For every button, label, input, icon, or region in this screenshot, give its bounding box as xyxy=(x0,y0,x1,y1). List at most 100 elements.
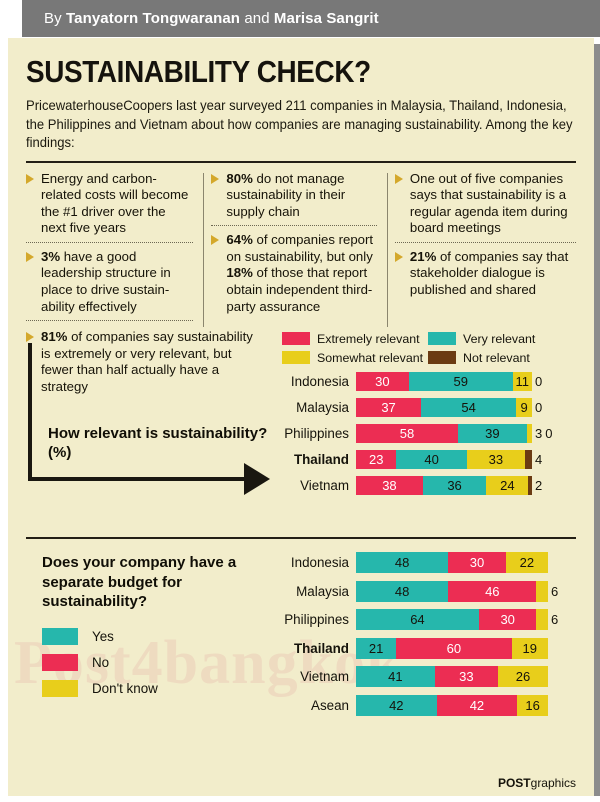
legend-swatch-icon xyxy=(42,628,78,646)
bar-segment: 19 xyxy=(511,637,548,659)
findings-column-3: One out of five companies says that sust… xyxy=(394,171,576,328)
chart-row: Malaysia 48 46 6 xyxy=(276,579,576,604)
chart-row-label: Vietnam xyxy=(300,478,349,494)
triangle-bullet-icon xyxy=(26,251,34,262)
bullet-item: 81% of companies say sustainability is e… xyxy=(26,329,266,395)
chart-row: Vietnam 38 36 24 2 xyxy=(276,474,576,497)
bar-segment: 26 xyxy=(498,666,548,688)
legend-swatch-icon xyxy=(282,351,310,365)
bar-value-outside: 0 xyxy=(545,426,553,442)
dotted-divider xyxy=(394,241,576,243)
column-divider xyxy=(203,172,205,328)
chart-row-label: Thailand xyxy=(293,640,349,656)
stacked-bar: 58 39 xyxy=(356,424,532,444)
chart-row: Thailand 21 60 19 xyxy=(276,636,576,661)
chart-row: Thailand 23 40 33 4 xyxy=(276,448,576,471)
chart-1-question: How relevant is sustainability? (%) xyxy=(48,424,268,461)
chart-row: Asean 42 42 16 xyxy=(276,693,576,718)
bar-value-outside: 3 xyxy=(534,426,543,442)
bar-segment xyxy=(524,450,532,470)
legend-label: Extremely relevant xyxy=(317,331,420,346)
bar-segment: 30 xyxy=(356,372,409,392)
legend-item: Somewhat relevant xyxy=(282,348,428,367)
divider-mid xyxy=(26,537,576,540)
stacked-bar: 38 36 24 xyxy=(356,476,532,496)
bar-segment xyxy=(528,476,532,496)
bar-segment: 16 xyxy=(517,694,548,716)
stacked-bar: 41 33 26 xyxy=(356,666,548,688)
bar-segment: 37 xyxy=(356,398,422,418)
bar-segment: 33 xyxy=(434,666,499,688)
bar-segment: 23 xyxy=(356,450,397,470)
legend-label: No xyxy=(92,655,110,671)
stacked-bar: 37 54 9 xyxy=(356,398,532,418)
dotted-divider xyxy=(26,241,194,243)
footer-brand-bold: POST xyxy=(497,776,531,790)
bullet-text: do not manage sustainability in their su… xyxy=(226,170,346,219)
infographic-card: Post4bangkok SUSTAINABILITY CHECK? Price… xyxy=(8,38,594,796)
stacked-bar: 21 60 19 xyxy=(356,637,548,659)
triangle-bullet-icon xyxy=(394,251,403,262)
bar-segment: 9 xyxy=(516,398,532,418)
byline-author-1: Tanyatorn Tongwaranan xyxy=(65,10,241,27)
bar-segment: 59 xyxy=(408,372,513,392)
bottom-edge xyxy=(0,796,600,802)
bullet-item: Energy and carbon-related costs will bec… xyxy=(26,171,193,237)
chart-2-legend: Yes No Don't know xyxy=(42,624,282,702)
bullet-lead-stat: 81% xyxy=(41,329,68,345)
bar-segment: 42 xyxy=(356,694,437,716)
legend-item: No xyxy=(42,650,282,676)
chart-2-rows: Indonesia 48 30 22 Malaysia 48 46 6 Philippines 6… xyxy=(276,550,576,718)
bar-value-outside: 2 xyxy=(534,478,543,494)
bullet-lead-stat: 21% xyxy=(409,248,437,264)
findings-column-2: 80% do not manage sustainability in thei… xyxy=(211,171,387,328)
triangle-bullet-icon xyxy=(211,235,220,246)
chart-row: Malaysia 37 54 9 0 xyxy=(276,396,576,419)
bullet-item: 3% have a good leadership structure in p… xyxy=(26,249,193,315)
bar-segment: 38 xyxy=(356,476,423,496)
chart-row: Philippines 64 30 6 xyxy=(276,607,576,632)
bar-segment: 24 xyxy=(486,476,529,496)
footer-branding: POSTgraphics xyxy=(498,776,576,790)
byline-bar: By Tanyatorn Tongwaranan and Marisa Sang… xyxy=(22,0,600,37)
footer-brand-rest: graphics xyxy=(530,776,576,790)
bar-segment: 42 xyxy=(436,694,518,716)
legend-label: Not relevant xyxy=(463,350,530,365)
bar-segment: 30 xyxy=(478,609,537,631)
divider-top xyxy=(26,160,576,163)
bar-segment: 40 xyxy=(396,450,467,470)
legend-label: Somewhat relevant xyxy=(317,350,424,365)
stacked-bar: 42 42 16 xyxy=(356,694,548,716)
legend-swatch-icon xyxy=(42,654,78,672)
bar-segment: 48 xyxy=(356,552,449,574)
chart-2: Indonesia 48 30 22 Malaysia 48 46 6 Philippines 6… xyxy=(276,547,576,721)
dotted-divider xyxy=(26,320,194,322)
legend-label: Yes xyxy=(92,629,114,645)
bullet-text-2: of those that report obtain independent … xyxy=(226,265,373,314)
chart-row-label: Philippines xyxy=(284,426,349,442)
bullet-lead-stat-2: 18% xyxy=(226,265,253,281)
bar-segment: 46 xyxy=(448,580,537,602)
byline-text: By Tanyatorn Tongwaranan and Marisa Sang… xyxy=(22,10,379,27)
legend-item: Not relevant xyxy=(428,348,574,367)
stacked-bar: 48 46 xyxy=(356,580,548,602)
bar-value-outside: 4 xyxy=(534,452,543,468)
bar-segment xyxy=(526,424,532,444)
chart-row-label: Vietnam xyxy=(300,669,349,685)
triangle-bullet-icon xyxy=(211,173,220,184)
bullet-lead-stat: 64% xyxy=(226,232,253,248)
bar-segment: 48 xyxy=(356,580,449,602)
legend-item: Don't know xyxy=(42,676,282,702)
chart-row: Vietnam 41 33 26 xyxy=(276,664,576,689)
chart-row: Philippines 58 39 3 0 xyxy=(276,422,576,445)
legend-swatch-icon xyxy=(428,332,456,346)
bar-segment: 58 xyxy=(356,424,459,444)
byline-prefix: By xyxy=(44,10,66,27)
triangle-bullet-icon xyxy=(26,332,34,343)
chart-2-section: Does your company have a separate budget… xyxy=(26,545,576,727)
chart-2-question: Does your company have a separate budget… xyxy=(42,554,237,611)
bullet-item: One out of five companies says that sust… xyxy=(394,171,576,237)
bar-segment: 41 xyxy=(356,666,435,688)
stacked-bar: 64 30 xyxy=(356,609,548,631)
